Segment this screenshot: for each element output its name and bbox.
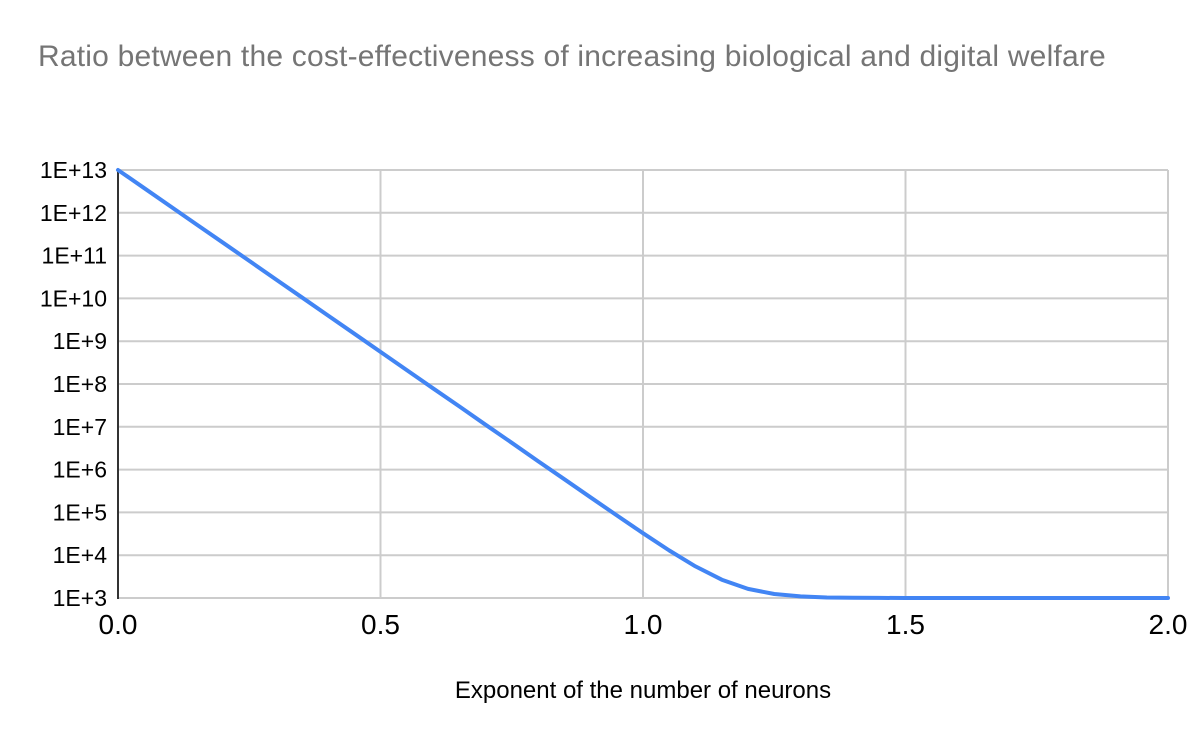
chart-title: Ratio between the cost-effectiveness of … (38, 40, 1106, 73)
y-tick-label: 1E+13 (40, 157, 107, 183)
y-tick-label: 1E+7 (53, 414, 107, 440)
y-tick-label: 1E+5 (53, 499, 107, 525)
y-tick-label: 1E+11 (42, 243, 107, 269)
x-tick-label: 1.5 (886, 609, 925, 640)
x-tick-label: 0.5 (361, 609, 400, 640)
y-tick-label: 1E+4 (53, 542, 108, 568)
x-tick-label: 0.0 (99, 609, 138, 640)
x-axis-title: Exponent of the number of neurons (455, 677, 831, 704)
y-tick-label: 1E+8 (53, 371, 107, 397)
series-line (116, 168, 1170, 600)
y-tick-label: 1E+3 (53, 585, 107, 611)
y-tick-label: 1E+6 (53, 457, 107, 483)
y-tick-label: 1E+9 (53, 328, 107, 354)
y-tick-label: 1E+10 (40, 285, 107, 311)
x-tick-label: 2.0 (1149, 609, 1188, 640)
y-tick-label: 1E+12 (40, 200, 107, 226)
x-tick-label: 1.0 (624, 609, 663, 640)
